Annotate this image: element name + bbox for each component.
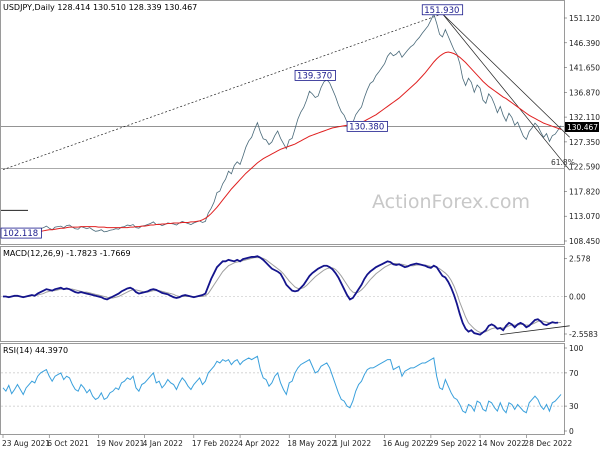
series-moving_average [2,51,562,238]
price-tick-label-2: 141.650 [569,64,600,73]
price-tick-label-8: 113.070 [569,212,600,221]
rsi-series [1,355,564,414]
macd-tick-label-1: 0.00 [569,293,586,302]
price-tick-label-9: 108.450 [569,237,600,246]
trend-line-1 [442,13,570,138]
date-tick-label-3: 4 Jan 2022 [143,439,183,448]
price-tick-label-3: 136.870 [569,88,600,97]
date-tick-label-5: 4 Apr 2022 [238,439,280,448]
series-macd [3,255,559,336]
series-price_close [2,12,562,236]
annotation-label-3: 102.118 [3,229,38,239]
rsi-panel-title: RSI(14) 44.3970 [3,346,68,355]
date-tick-label-1: 6 Oct 2021 [47,439,89,448]
date-tick-label-11: 28 Dec 2022 [524,439,572,448]
annotation-label-2: 130.380 [349,122,384,132]
rsi-tick-label-2: 30 [569,402,579,411]
date-tick-label-2: 19 Nov 2021 [96,439,144,448]
price-tick-label-4: 132.110 [569,113,600,122]
price-tick-label-1: 146.390 [569,39,600,48]
rsi-y-axis: 100 70 30 0 [564,344,584,436]
series-rsi [2,355,562,414]
last-price-label: 130.467 [567,123,598,132]
price-tick-label-7: 117.820 [569,187,600,196]
macd-tick-label-2: -2.5583 [569,330,598,339]
price-series [2,12,562,238]
last-price-flag [565,122,599,132]
trend-line-2 [442,13,570,171]
date-tick-label-0: 23 Aug 2021 [2,439,50,448]
series-signal [3,257,561,333]
rsi-tick-label-3: 0 [569,427,574,436]
macd-y-axis: 2.578 0.00 -2.5583 [564,255,598,339]
rsi-tick-label-0: 100 [569,344,584,353]
rsi-tick-label-1: 70 [569,369,579,378]
annotation-label-1: 139.370 [297,71,332,81]
price-tick-label-5: 127.350 [569,138,600,147]
annotation-box-1 [294,70,336,81]
annotation-box-2 [346,120,388,132]
macd-tick-label-0: 2.578 [569,255,591,264]
fib-level-label: 61.8% [551,158,575,167]
price-annotations: 151.930 139.370 130.380 102.118 61.8% [0,4,575,239]
price-y-axis: 151.120 146.390 141.650 136.870 132.110 127.3… [564,14,600,246]
price-panel-frame [0,0,565,245]
macd-panel-title: MACD(12,26,9) -1.7823 -1.7669 [3,249,131,258]
annotation-label-0: 151.930 [424,6,459,16]
annotation-box-0 [421,4,464,16]
macd-trend-line-0 [500,325,570,336]
trend-line-0 [2,13,443,170]
date-tick-label-10: 14 Nov 2022 [478,439,526,448]
date-tick-label-6: 18 May 2022 [287,439,336,448]
price-tick-label-6: 122.590 [569,163,600,172]
watermark: ActionForex.com [372,191,530,213]
macd-series [1,255,570,336]
date-tick-label-4: 17 Feb 2022 [192,439,239,448]
macd-panel-frame [0,246,565,342]
date-tick-label-7: 1 Jul 2022 [333,439,371,448]
annotation-box-3 [0,227,42,239]
price-tick-label-0: 151.120 [569,14,600,23]
price-panel-title: USDJPY,Daily 128.414 130.510 128.339 130… [3,3,197,12]
rsi-panel-frame [0,343,565,435]
date-tick-label-8: 16 Aug 2022 [383,439,431,448]
date-tick-label-9: 29 Sep 2022 [429,439,477,448]
